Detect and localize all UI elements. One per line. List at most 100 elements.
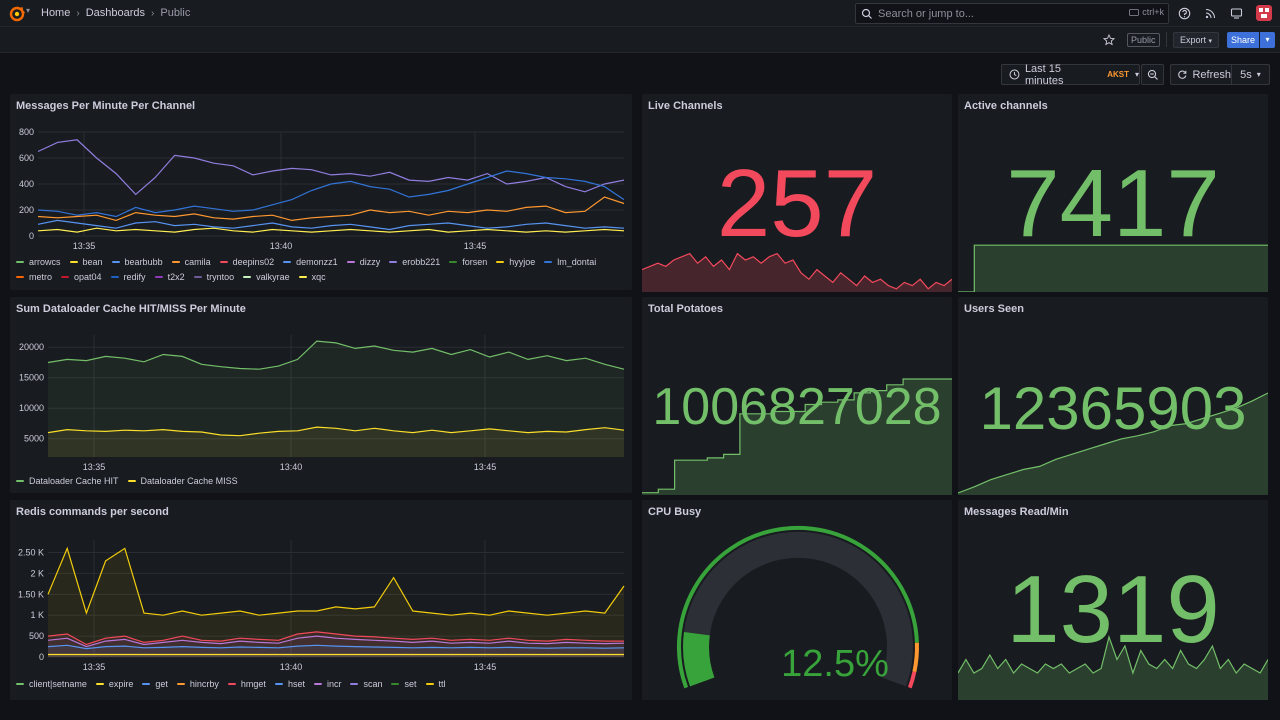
legend-item[interactable]: hmget	[227, 679, 266, 689]
time-range-picker[interactable]: Last 15 minutes AKST ▾	[1001, 63, 1140, 87]
legend-item[interactable]: scan	[350, 679, 382, 689]
legend-item[interactable]: expire	[95, 679, 133, 689]
series-area	[48, 654, 624, 657]
legend-item[interactable]: ttl	[425, 679, 446, 689]
legend-swatch	[69, 261, 78, 263]
legend-item[interactable]: valkyrae	[243, 272, 290, 282]
cache-area-chart[interactable]: 5000 10000 15000 20000 13:35 13:40 13:45	[10, 297, 632, 493]
panel-active-channels: Active channels 7417	[958, 94, 1268, 292]
legend-item[interactable]: bean	[69, 257, 103, 267]
legend-item[interactable]: metro	[16, 272, 52, 282]
stat-value: 7417	[1006, 150, 1220, 257]
legend-item[interactable]: dizzy	[346, 257, 380, 267]
legend-item[interactable]: opat04	[61, 272, 102, 282]
legend-item[interactable]: xqc	[298, 272, 326, 282]
legend-swatch	[16, 276, 24, 278]
panel-title[interactable]: Active channels	[964, 100, 1048, 112]
legend-item[interactable]: incr	[313, 679, 341, 689]
legend-label: Dataloader Cache HIT	[29, 476, 119, 486]
panel-title[interactable]: Redis commands per second	[16, 506, 169, 518]
messages-line-chart[interactable]: 0 200 400 600 800 13:35 13:40 13:45	[10, 94, 632, 290]
y-tick-label: 1 K	[30, 610, 44, 620]
divider	[1166, 32, 1167, 47]
search-input[interactable]: Search or jump to... ctrl+k	[855, 3, 1169, 24]
panel-title[interactable]: Live Channels	[648, 100, 723, 112]
legend-item[interactable]: lm_dontai	[544, 257, 596, 267]
export-button[interactable]: Export ▾	[1173, 32, 1220, 48]
chart-legend: client|setname expire get hincrby hmget hset i…	[16, 679, 616, 689]
legend-item[interactable]: hincrby	[176, 679, 219, 689]
panel-total-potatoes: Total Potatoes 1006827028	[642, 297, 952, 495]
y-tick-label: 0	[39, 652, 44, 662]
legend-swatch	[176, 683, 185, 685]
legend-label: hset	[287, 679, 305, 689]
zoom-out-button[interactable]	[1141, 64, 1164, 85]
legend-swatch	[127, 480, 136, 482]
search-shortcut: ctrl+k	[1129, 7, 1164, 17]
sparkline-line	[958, 634, 1268, 675]
legend-item[interactable]: camila	[171, 257, 211, 267]
refresh-button[interactable]: Refresh	[1170, 64, 1232, 85]
chevron-right-icon: ›	[76, 7, 80, 19]
chart-legend: Dataloader Cache HIT Dataloader Cache MIS…	[16, 476, 616, 486]
share-button[interactable]: Share	[1227, 32, 1259, 48]
gauge-track	[683, 531, 913, 687]
breadcrumb-dashboards[interactable]: Dashboards	[85, 7, 146, 19]
help-icon[interactable]	[1178, 7, 1191, 20]
panel-title[interactable]: Users Seen	[964, 303, 1024, 315]
legend-swatch	[346, 261, 355, 263]
star-icon[interactable]	[1103, 34, 1115, 46]
timezone-badge: AKST	[1107, 70, 1129, 79]
legend-item[interactable]: redify	[110, 272, 146, 282]
sparkline-area	[642, 379, 952, 495]
legend-swatch	[193, 276, 202, 278]
export-button-label: Export	[1180, 35, 1207, 45]
legend-item[interactable]: forsen	[449, 257, 487, 267]
legend-item[interactable]: hset	[274, 679, 305, 689]
legend-item[interactable]: tryntoo	[193, 272, 234, 282]
legend-item[interactable]: client|setname	[16, 679, 87, 689]
legend-item[interactable]: deepins02	[219, 257, 274, 267]
legend-item[interactable]: Dataloader Cache HIT	[16, 476, 119, 486]
chevron-right-icon: ›	[151, 7, 155, 19]
chevron-down-icon[interactable]: ▾	[26, 6, 31, 15]
panel-title[interactable]: Messages Per Minute Per Channel	[16, 100, 196, 112]
refresh-interval-select[interactable]: 5s ▾	[1231, 64, 1270, 85]
legend-item[interactable]: hyyjoe	[496, 257, 535, 267]
stat-value: 1006827028	[652, 378, 942, 436]
legend-item[interactable]: arrowcs	[16, 257, 61, 267]
panel-title[interactable]: Total Potatoes	[648, 303, 723, 315]
sparkline	[642, 252, 952, 292]
legend-item[interactable]: bearbubb	[111, 257, 163, 267]
breadcrumb-home[interactable]: Home	[41, 7, 71, 19]
legend-item[interactable]: erobb221	[389, 257, 440, 267]
zoom-out-icon	[1147, 69, 1158, 80]
legend-label: camila	[184, 257, 211, 267]
legend-item[interactable]: demonzz1	[283, 257, 338, 267]
legend-swatch	[350, 683, 359, 685]
panel-title[interactable]: CPU Busy	[648, 506, 702, 518]
rss-icon[interactable]	[1204, 7, 1217, 20]
redis-area-chart[interactable]: 0 500 1 K 1.50 K 2 K 2.50 K 13:35 13:40 13:45	[10, 500, 632, 700]
series-area	[48, 631, 624, 657]
legend-swatch	[16, 683, 24, 685]
legend-item[interactable]: set	[391, 679, 417, 689]
legend-label: scan	[363, 679, 383, 689]
panel-title[interactable]: Sum Dataloader Cache HIT/MISS Per Minute	[16, 303, 246, 315]
search-placeholder: Search or jump to...	[878, 7, 974, 20]
legend-swatch	[61, 276, 70, 278]
share-options-button[interactable]: ▾	[1260, 32, 1275, 48]
sparkline	[958, 244, 1268, 292]
avatar[interactable]	[1256, 5, 1272, 21]
legend-item[interactable]: Dataloader Cache MISS	[127, 476, 238, 486]
legend-item[interactable]: t2x2	[154, 272, 185, 282]
panel-redis-commands: Redis commands per second 0 500 1 K 1.50 K 2…	[10, 500, 632, 700]
legend-swatch	[298, 276, 307, 278]
monitor-icon[interactable]	[1230, 7, 1243, 20]
grafana-logo-icon[interactable]	[9, 6, 25, 22]
legend-label: bearbubb	[124, 257, 163, 267]
legend-item[interactable]: get	[142, 679, 168, 689]
series-line	[37, 227, 625, 233]
legend-swatch	[227, 683, 236, 685]
panel-title[interactable]: Messages Read/Min	[964, 506, 1069, 518]
